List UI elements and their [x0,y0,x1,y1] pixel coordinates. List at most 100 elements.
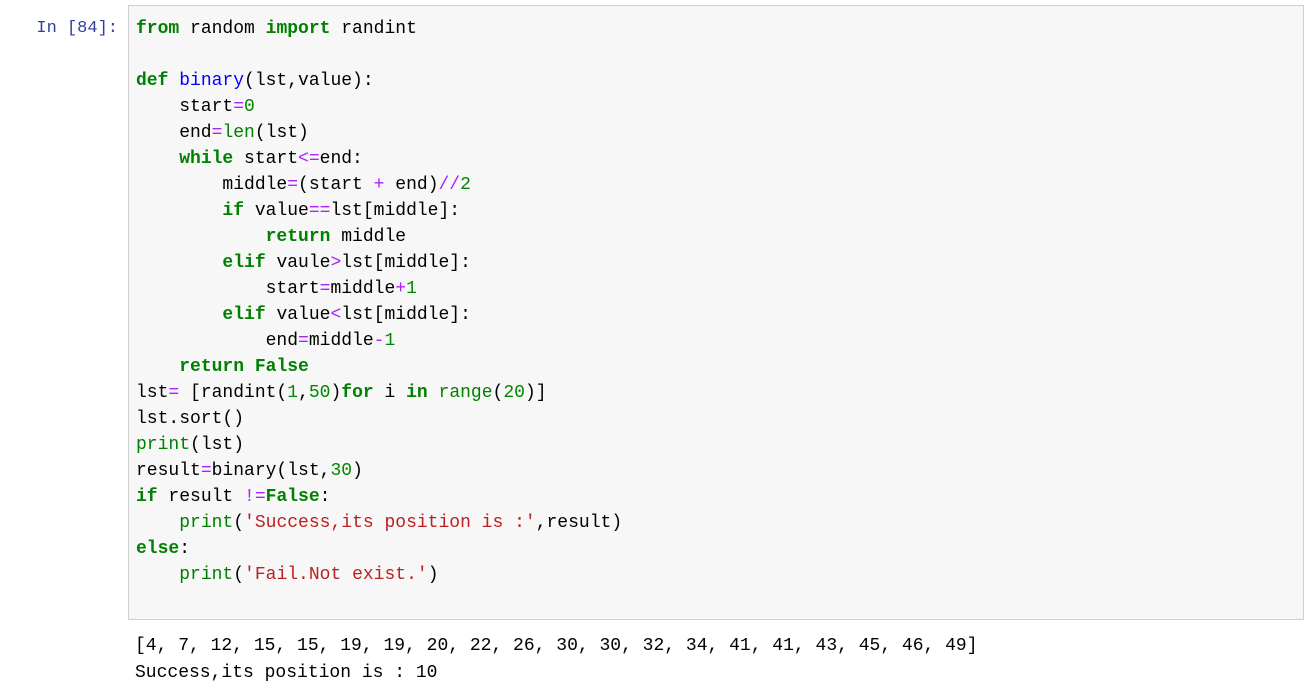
code-token-plain [136,227,266,247]
code-token-operator: = [298,331,309,351]
code-token-number: 50 [308,383,331,403]
code-token-plain: end: [319,149,363,169]
code-token-plain [136,305,222,325]
code-cell: In [84]: from random import randint def … [0,5,1304,687]
code-token-plain: lst.sort() [136,409,245,429]
code-token-keyword: in [406,383,428,403]
code-token-plain [244,357,255,377]
code-token-plain: (lst,value): [244,71,374,91]
code-token-plain: : [179,539,191,559]
code-line: lst.sort() [136,406,1295,432]
code-line: print(lst) [136,432,1295,458]
code-line: print('Success,its position is :',result… [136,510,1295,536]
code-line [136,42,1295,68]
code-token-plain: lst[middle]: [330,201,461,221]
code-token-plain: randint [330,19,417,39]
code-token-plain: start [136,279,320,299]
code-token-plain: ( [233,513,245,533]
cell-output-row: [4, 7, 12, 15, 15, 19, 19, 20, 22, 26, 3… [0,633,1304,687]
code-token-plain: binary(lst, [211,461,331,481]
code-token-plain [136,149,179,169]
prompt-column: In [84]: [0,5,128,620]
code-token-operator: = [233,97,245,117]
code-token-builtin: range [438,383,493,403]
code-token-plain: start [233,149,299,169]
code-token-keyword: False [265,487,320,507]
code-token-plain: ) [427,565,439,585]
code-line: result=binary(lst,30) [136,458,1295,484]
code-token-operator: <= [298,149,320,169]
code-token-operator: = [211,123,223,143]
code-token-keyword: for [341,383,374,403]
code-token-plain: random [179,19,266,39]
code-line: end=len(lst) [136,120,1295,146]
code-token-operator: // [438,175,461,195]
code-token-plain: [randint( [179,383,288,403]
code-line [136,588,1295,614]
code-token-plain [136,565,179,585]
code-token-plain: ( [233,565,245,585]
code-token-keyword: if [222,201,245,221]
notebook-page: In [84]: from random import randint def … [0,5,1304,694]
code-token-string: 'Fail.Not exist.' [244,565,428,585]
code-lines: from random import randint def binary(ls… [136,16,1295,614]
code-token-plain: : [319,487,331,507]
code-token-plain: middle [330,227,407,247]
code-token-plain: ) [330,383,342,403]
code-token-plain: )] [524,383,547,403]
code-token-operator: - [373,331,385,351]
code-token-plain: value [265,305,331,325]
code-editor[interactable]: from random import randint def binary(ls… [128,5,1304,620]
code-line: middle=(start + end)//2 [136,172,1295,198]
input-prompt: In [84]: [36,19,118,38]
code-token-plain: value [244,201,309,221]
code-token-plain: vaule [265,253,331,273]
code-token-plain: end) [384,175,439,195]
code-token-operator: = [287,175,299,195]
code-token-plain: end [136,331,299,351]
code-token-operator: + [373,175,385,195]
code-token-number: 1 [406,279,417,299]
code-token-builtin: print [179,513,234,533]
output-line: Success,its position is : 10 [135,663,438,683]
code-token-keyword: elif [222,253,266,273]
cell-input-row: In [84]: from random import randint def … [0,5,1304,620]
code-token-plain [136,253,222,273]
code-token-plain: middle [330,279,396,299]
code-token-number: 1 [384,331,396,351]
code-token-function-definition: binary [179,71,245,91]
code-token-plain [428,383,439,403]
code-token-plain: ) [352,461,363,481]
code-line: elif value<lst[middle]: [136,302,1295,328]
code-line: start=middle+1 [136,276,1295,302]
code-token-string: 'Success,its position is :' [244,513,536,533]
code-token-keyword: return [179,357,245,377]
code-token-plain [136,357,179,377]
code-line: print('Fail.Not exist.') [136,562,1295,588]
code-token-builtin: len [222,123,255,143]
code-token-plain: (start [298,175,374,195]
code-token-operator: < [330,305,342,325]
code-token-number: 20 [503,383,525,403]
code-token-plain [136,201,222,221]
code-line: if result !=False: [136,484,1295,510]
code-token-operator: > [330,253,342,273]
code-token-plain: start [136,97,234,117]
code-token-plain: lst[middle]: [341,305,471,325]
code-line: return middle [136,224,1295,250]
code-token-plain [136,513,179,533]
code-token-operator: = [200,461,212,481]
code-token-plain: i [373,383,407,403]
code-token-builtin: print [136,435,191,455]
output-area: [4, 7, 12, 15, 15, 19, 19, 20, 22, 26, 3… [128,633,1304,687]
code-token-plain: (lst) [190,435,245,455]
code-token-plain: middle [136,175,288,195]
code-token-keyword: False [254,357,309,377]
code-token-operator: = [319,279,331,299]
code-token-number: 1 [287,383,299,403]
code-token-plain: end [136,123,212,143]
code-token-builtin: print [179,565,234,585]
code-token-plain: ,result) [535,513,623,533]
output-line: [4, 7, 12, 15, 15, 19, 19, 20, 22, 26, 3… [135,636,978,656]
code-token-number: 30 [330,461,353,481]
